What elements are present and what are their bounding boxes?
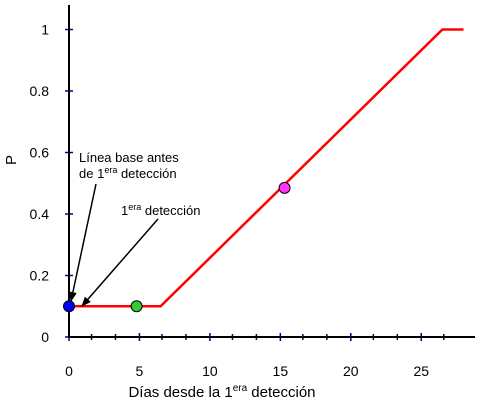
y-tick-label: 0.2 [30,268,50,284]
y-tick-label: 0.8 [30,83,50,99]
x-tick-label: 20 [343,363,359,379]
x-tick-label: 10 [202,363,218,379]
data-point-marker [278,181,291,194]
series-line [69,28,464,308]
annotation-first-detection-arrow [81,218,159,307]
data-point-marker [130,300,143,313]
data-point-marker [63,300,75,313]
annotation-baseline: Línea base antes de 1era detección [79,150,179,181]
x-tick-label: 15 [273,363,289,379]
y-tick-label: 0 [41,329,49,345]
tick-labels: 0 5 10 15 20 25 0 0.2 0.4 0.6 0.8 1 [30,22,430,380]
y-axis-label: P [3,155,20,165]
x-axis-label: Días desde la 1era detección [128,383,315,401]
annotation-first-detection: 1era detección [121,202,201,218]
axis-ticks [65,28,422,341]
x-tick-label: 0 [65,363,73,379]
x-tick-label: 5 [136,363,144,379]
annotation-baseline-arrow [68,183,97,302]
y-tick-label: 0.4 [30,206,50,222]
y-tick-label: 0.6 [30,145,50,161]
markers [63,181,291,313]
y-tick-label: 1 [41,22,49,38]
x-tick-label: 25 [413,363,429,379]
